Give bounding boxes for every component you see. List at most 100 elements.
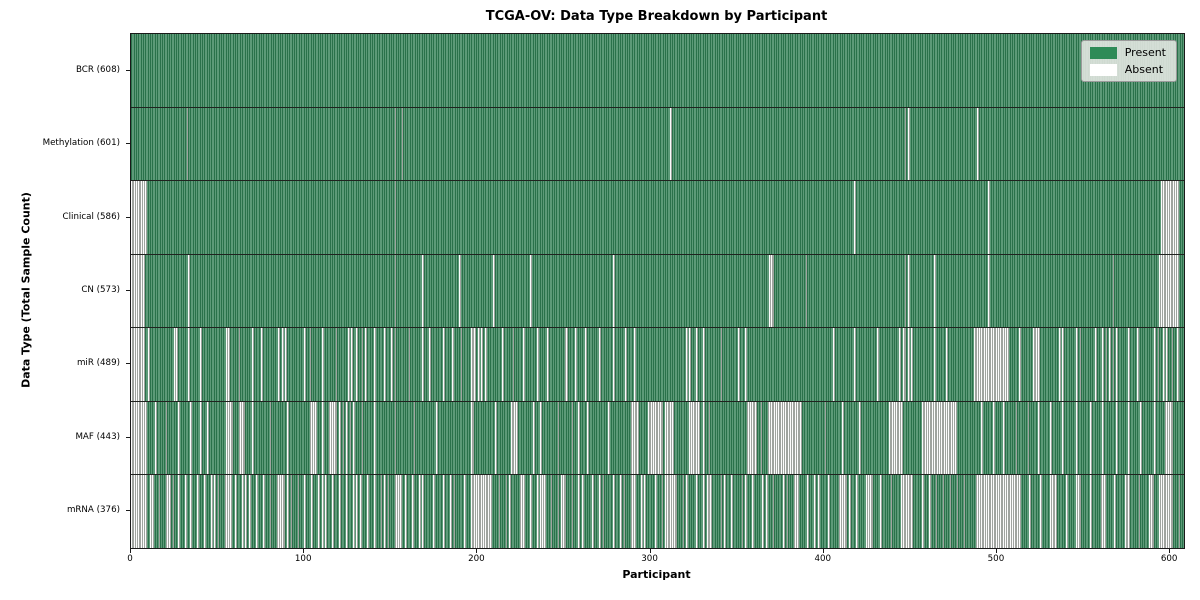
heatmap-cell <box>717 254 719 328</box>
heatmap-cell <box>894 107 896 181</box>
heatmap-cell <box>757 254 759 328</box>
heatmap-cell <box>871 401 874 475</box>
heatmap-cell <box>575 475 577 549</box>
heatmap-cell <box>183 475 185 549</box>
heatmap-cell <box>502 475 504 549</box>
heatmap-cell <box>705 254 707 328</box>
heatmap-cell <box>547 328 549 401</box>
heatmap-cell <box>198 328 201 401</box>
heatmap-cell <box>406 475 409 549</box>
heatmap-cell <box>956 328 959 401</box>
heatmap-cell <box>1051 181 1054 254</box>
heatmap-cell <box>288 34 291 107</box>
heatmap-cell <box>897 254 900 328</box>
heatmap-cell <box>640 475 643 549</box>
heatmap-cell <box>765 107 768 181</box>
heatmap-cell <box>559 181 562 254</box>
heatmap-cell <box>368 475 371 549</box>
heatmap-cell <box>464 34 466 107</box>
heatmap-cell <box>280 401 282 475</box>
heatmap-cell <box>1086 328 1089 401</box>
heatmap-cell <box>689 254 692 328</box>
heatmap-cell <box>838 328 841 401</box>
heatmap-cell <box>316 34 319 107</box>
heatmap-cell <box>614 254 617 328</box>
heatmap-cell <box>573 34 575 107</box>
heatmap-cell <box>198 254 201 328</box>
heatmap-cell <box>186 181 189 254</box>
heatmap-cell <box>753 401 756 475</box>
heatmap-cell <box>1182 254 1184 328</box>
heatmap-cell <box>927 181 929 254</box>
heatmap-cell <box>516 475 518 549</box>
heatmap-cell <box>814 181 817 254</box>
heatmap-cell <box>712 475 714 549</box>
heatmap-cell <box>843 34 846 107</box>
heatmap-cell <box>802 475 804 549</box>
heatmap-cell <box>193 107 196 181</box>
heatmap-cell <box>406 34 409 107</box>
heatmap-cell <box>437 254 440 328</box>
heatmap-cell <box>999 328 1002 401</box>
heatmap-cell <box>137 107 140 181</box>
heatmap-cell <box>1130 254 1132 328</box>
heatmap-cell <box>228 254 230 328</box>
heatmap-cell <box>930 34 933 107</box>
heatmap-cell <box>195 328 197 401</box>
heatmap-cell <box>727 181 730 254</box>
heatmap-cell <box>287 34 289 107</box>
heatmap-cell <box>1043 328 1046 401</box>
heatmap-cell <box>901 254 903 328</box>
heatmap-cell <box>760 181 763 254</box>
heatmap-cell <box>790 475 792 549</box>
heatmap-cell <box>444 328 447 401</box>
heatmap-cell <box>653 254 655 328</box>
heatmap-cell <box>212 107 215 181</box>
heatmap-cell <box>764 107 766 181</box>
heatmap-cell <box>764 34 766 107</box>
heatmap-cell <box>1156 328 1158 401</box>
heatmap-cell <box>516 34 518 107</box>
heatmap-cell <box>335 34 338 107</box>
heatmap-cell <box>347 401 350 475</box>
heatmap-cell <box>857 401 860 475</box>
heatmap-cell <box>795 328 797 401</box>
heatmap-cell <box>269 475 272 549</box>
heatmap-cell <box>994 34 997 107</box>
heatmap-cell <box>833 181 836 254</box>
heatmap-cell <box>281 254 284 328</box>
heatmap-cell <box>191 475 194 549</box>
heatmap-cell <box>873 254 876 328</box>
heatmap-cell <box>495 107 497 181</box>
heatmap-cell <box>795 401 797 475</box>
heatmap-cell <box>828 107 830 181</box>
heatmap-cell <box>1169 475 1172 549</box>
heatmap-cell <box>472 475 475 549</box>
heatmap-cell <box>923 475 926 549</box>
heatmap-cell <box>368 34 371 107</box>
heatmap-cell <box>243 181 246 254</box>
heatmap-cell <box>153 475 156 549</box>
heatmap-cell <box>465 107 468 181</box>
heatmap-cell <box>776 475 778 549</box>
heatmap-cell <box>510 181 513 254</box>
heatmap-cell <box>399 401 402 475</box>
heatmap-cell <box>713 254 716 328</box>
heatmap-cell <box>219 475 222 549</box>
heatmap-cell <box>710 254 713 328</box>
heatmap-cell <box>892 34 895 107</box>
heatmap-cell <box>595 475 598 549</box>
heatmap-cell <box>816 107 818 181</box>
heatmap-cell <box>895 475 898 549</box>
heatmap-cell <box>1180 328 1183 401</box>
heatmap-cell <box>750 401 752 475</box>
heatmap-cell <box>1058 328 1061 401</box>
heatmap-cell <box>1031 254 1033 328</box>
heatmap-cell <box>807 254 810 328</box>
heatmap-cell <box>1105 254 1108 328</box>
heatmap-cell <box>965 475 967 549</box>
heatmap-cell <box>134 107 137 181</box>
heatmap-cell <box>803 254 806 328</box>
heatmap-cell <box>1140 181 1143 254</box>
heatmap-cell <box>366 107 369 181</box>
